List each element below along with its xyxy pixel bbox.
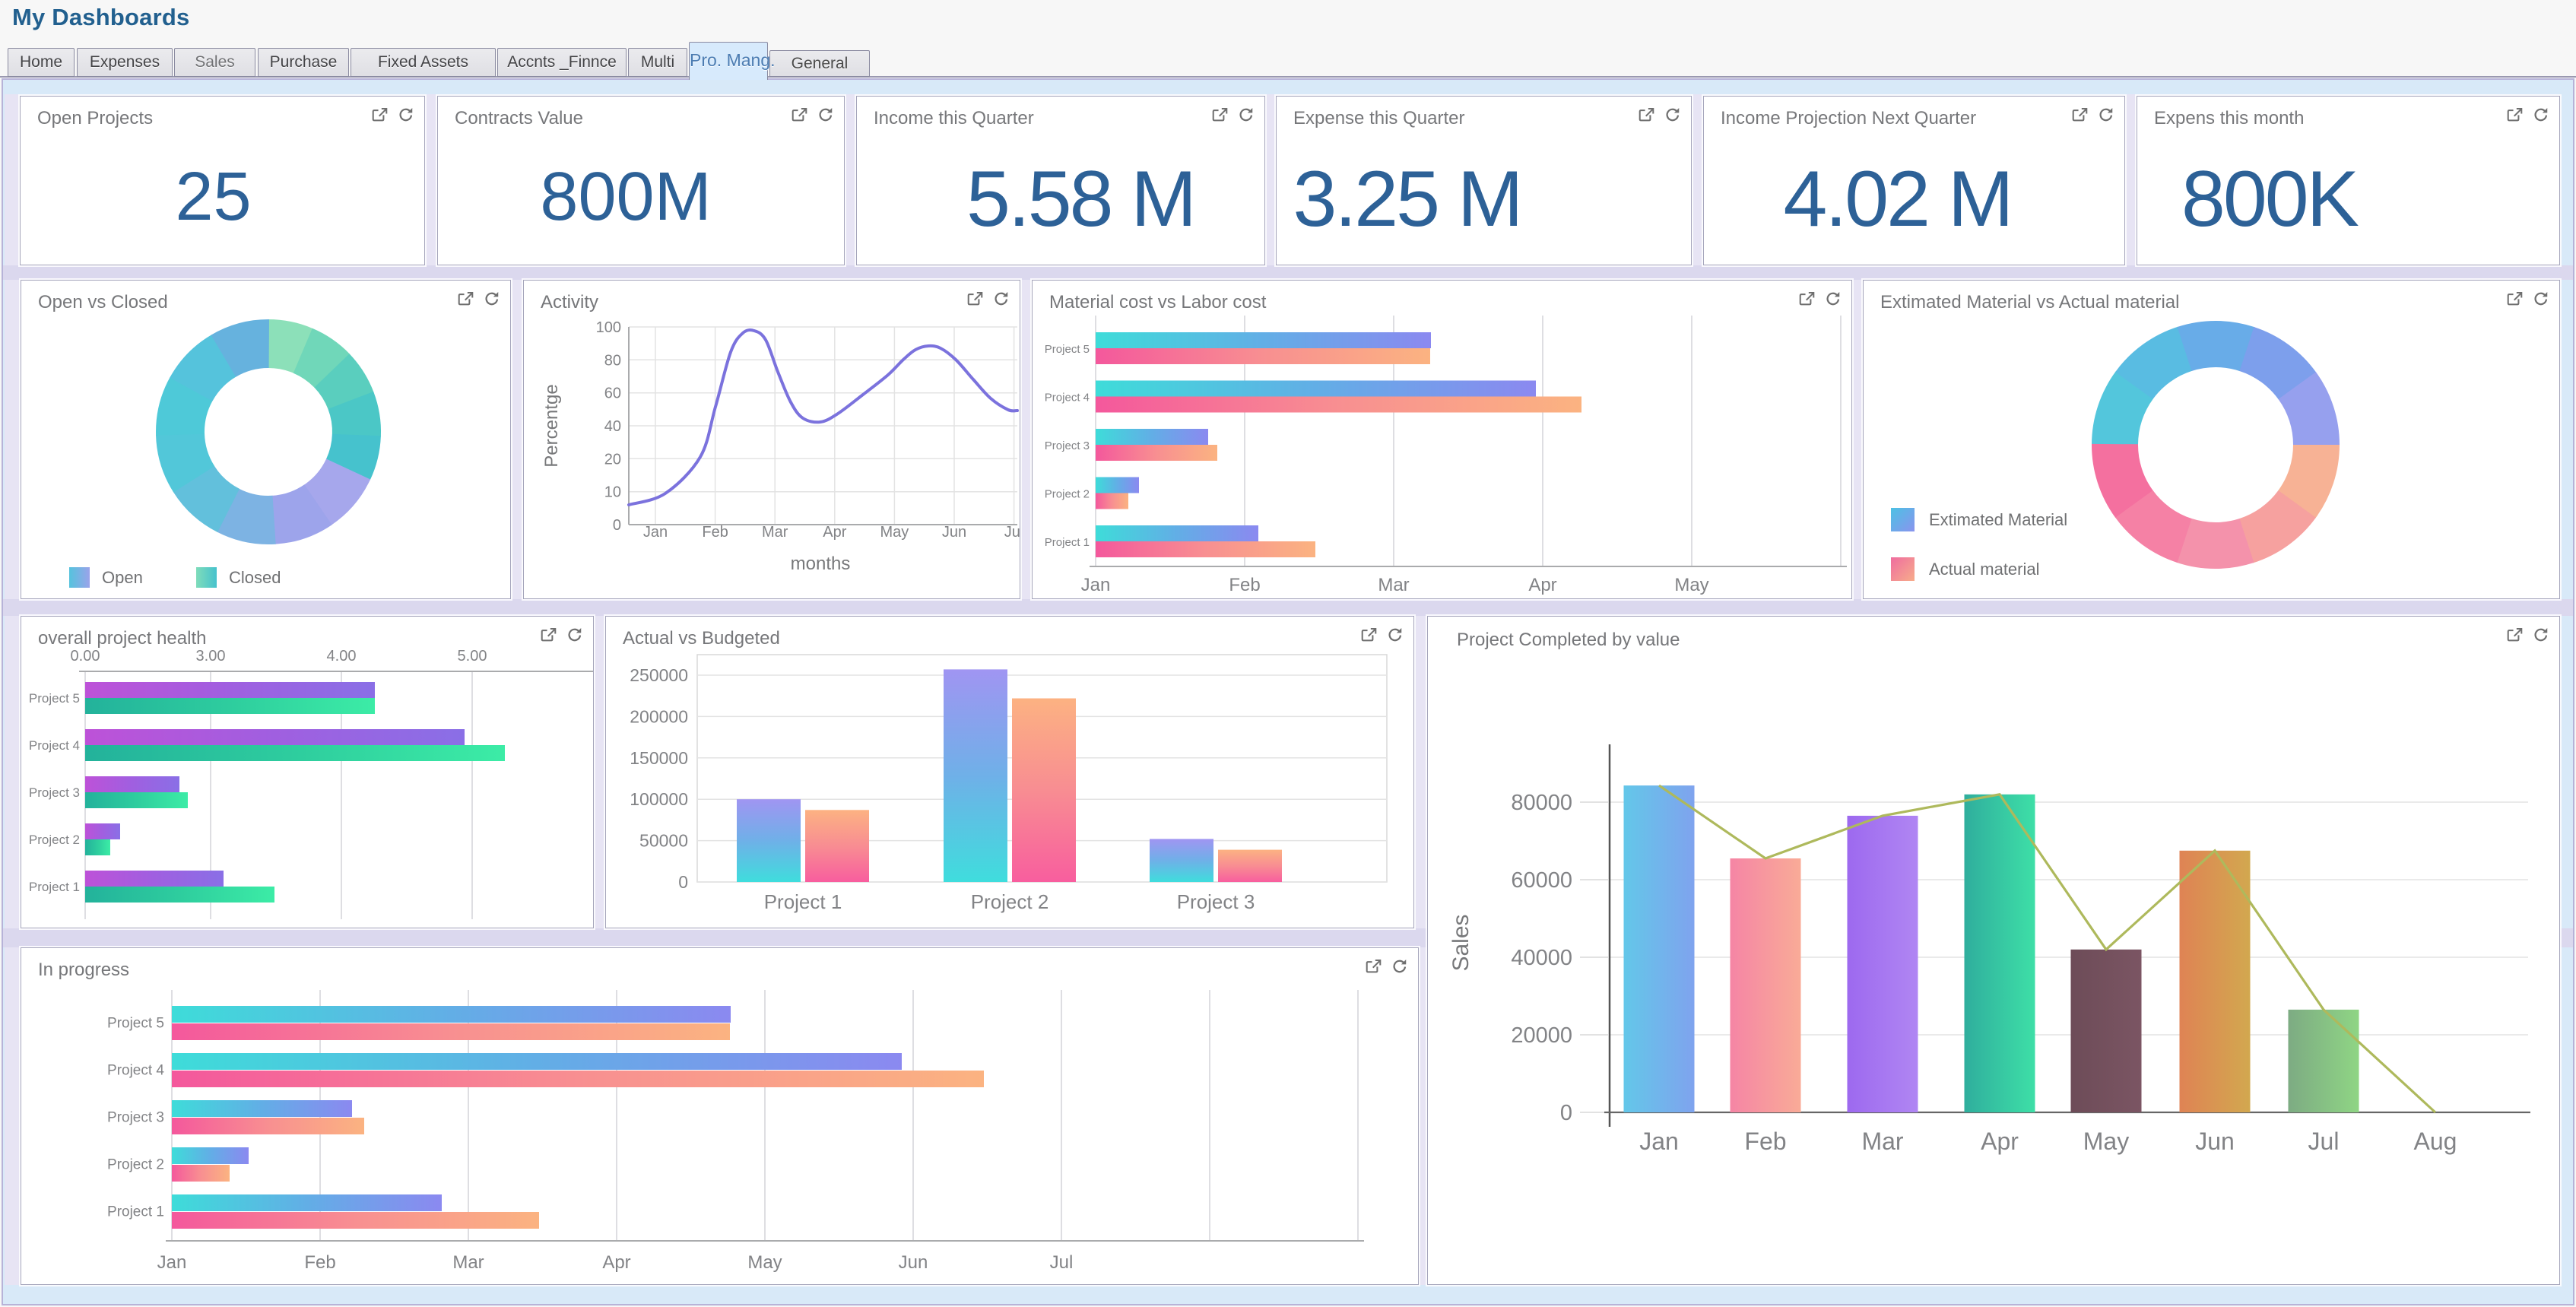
svg-text:Jan: Jan [643, 524, 668, 541]
svg-text:80: 80 [604, 352, 621, 369]
svg-text:Project 1: Project 1 [107, 1204, 164, 1220]
svg-text:20000: 20000 [1511, 1023, 1572, 1048]
svg-text:Jul: Jul [1050, 1252, 1074, 1273]
svg-text:Project 2: Project 2 [29, 833, 80, 847]
svg-text:May: May [880, 524, 909, 541]
svg-text:Jan: Jan [157, 1252, 187, 1273]
svg-text:Apr: Apr [823, 524, 846, 541]
svg-text:Open: Open [102, 568, 143, 587]
svg-text:Project 4: Project 4 [29, 738, 80, 753]
svg-text:Project 1: Project 1 [29, 880, 80, 894]
svg-text:Project 2: Project 2 [107, 1157, 164, 1173]
svg-text:40: 40 [604, 418, 621, 435]
svg-text:months: months [791, 554, 851, 574]
svg-text:60: 60 [604, 385, 621, 402]
svg-text:60000: 60000 [1511, 868, 1572, 893]
svg-text:0: 0 [613, 517, 621, 534]
svg-text:40000: 40000 [1511, 946, 1572, 970]
svg-text:Project 2: Project 2 [971, 890, 1049, 913]
svg-text:Project 5: Project 5 [1045, 343, 1090, 356]
svg-text:Project 1: Project 1 [764, 890, 842, 913]
svg-text:Project 3: Project 3 [107, 1110, 164, 1126]
svg-text:Extimated Material: Extimated Material [1929, 510, 2067, 529]
svg-text:Sales: Sales [1448, 914, 1474, 971]
svg-text:Jul: Jul [1004, 524, 1021, 541]
svg-text:Feb: Feb [702, 524, 728, 541]
svg-text:Jul: Jul [2308, 1128, 2340, 1155]
svg-text:Feb: Feb [1744, 1128, 1786, 1155]
svg-text:150000: 150000 [630, 748, 688, 768]
svg-text:4.00: 4.00 [327, 648, 357, 665]
svg-text:Feb: Feb [304, 1252, 335, 1273]
svg-text:Closed: Closed [229, 568, 281, 587]
svg-text:Jun: Jun [942, 524, 966, 541]
svg-text:0: 0 [1560, 1101, 1572, 1125]
svg-text:0: 0 [678, 872, 688, 892]
svg-text:Jan: Jan [1639, 1128, 1679, 1155]
svg-text:Project 4: Project 4 [107, 1063, 164, 1079]
svg-text:Project 3: Project 3 [1177, 890, 1255, 913]
svg-text:May: May [2083, 1128, 2129, 1155]
svg-text:Project 5: Project 5 [107, 1016, 164, 1032]
svg-text:3.00: 3.00 [196, 648, 226, 665]
svg-text:Mar: Mar [1378, 575, 1409, 595]
svg-text:May: May [1674, 575, 1708, 595]
svg-text:5.00: 5.00 [458, 648, 487, 665]
svg-text:250000: 250000 [630, 665, 688, 685]
svg-text:Jun: Jun [2195, 1128, 2235, 1155]
svg-text:Feb: Feb [1229, 575, 1260, 595]
svg-text:Project 3: Project 3 [29, 785, 80, 800]
svg-text:20: 20 [604, 451, 621, 468]
svg-text:Percentge: Percentge [541, 384, 562, 467]
svg-text:200000: 200000 [630, 706, 688, 726]
svg-text:Project 5: Project 5 [29, 691, 80, 706]
svg-text:100000: 100000 [630, 789, 688, 809]
svg-text:50000: 50000 [639, 831, 688, 851]
svg-text:Apr: Apr [1981, 1128, 2019, 1155]
svg-text:Actual material: Actual material [1929, 560, 2040, 579]
svg-text:Project 1: Project 1 [1045, 536, 1090, 549]
svg-text:Apr: Apr [1528, 575, 1556, 595]
svg-text:Mar: Mar [1861, 1128, 1903, 1155]
svg-text:May: May [747, 1252, 782, 1273]
svg-text:Project 4: Project 4 [1045, 392, 1090, 404]
svg-text:Mar: Mar [762, 524, 788, 541]
svg-text:Aug: Aug [2414, 1128, 2457, 1155]
svg-text:80000: 80000 [1511, 791, 1572, 815]
svg-text:Project 2: Project 2 [1045, 488, 1090, 501]
svg-text:Jun: Jun [899, 1252, 928, 1273]
svg-text:Jan: Jan [1081, 575, 1111, 595]
svg-text:Mar: Mar [452, 1252, 484, 1273]
svg-text:Project 3: Project 3 [1045, 439, 1090, 452]
svg-text:10: 10 [604, 484, 621, 501]
svg-text:0.00: 0.00 [71, 648, 100, 665]
svg-text:Apr: Apr [602, 1252, 630, 1273]
svg-text:100: 100 [596, 319, 621, 336]
